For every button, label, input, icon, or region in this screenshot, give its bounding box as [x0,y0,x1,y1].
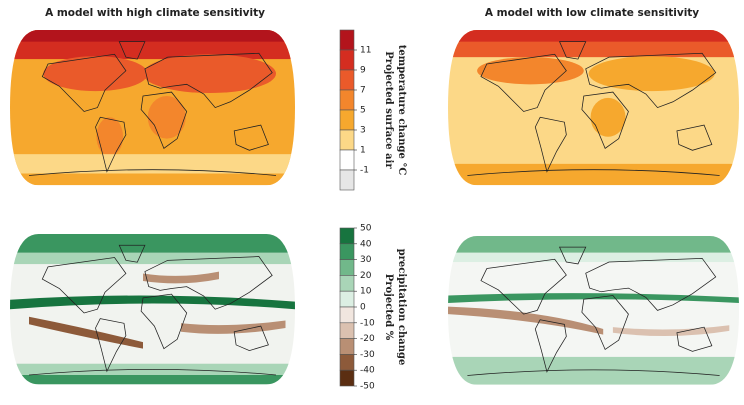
map [10,234,295,384]
tick-label: 5 [360,106,366,116]
legend-label: Projected surface air [383,51,394,169]
color-box [339,259,355,276]
colorbar: 50 40 30 20 10 0 -10 -20 -30 -40 -50 Projected % pre… [339,224,407,392]
tick-label: 9 [360,66,366,76]
tick-label: 10 [360,287,372,297]
map [10,30,295,185]
colorbar: 11 9 7 5 3 1 -1 Projected surface air temperatur… [339,29,407,191]
legend-label: Projected % [383,274,394,341]
tick-label: 7 [360,86,366,96]
color-box [339,227,355,245]
panel-title: A model with low climate sensitivity [485,7,699,19]
tick-label: 30 [360,255,372,265]
color-box [339,338,355,355]
map [448,30,739,185]
color-box [339,243,355,260]
legend-label: temperature change °C [396,45,407,176]
panel-title: A model with high climate sensitivity [45,7,265,19]
color-box [339,109,355,131]
color-box [339,49,355,71]
tick-label: -30 [360,350,375,360]
color-box [339,149,355,171]
color-box [339,290,355,308]
color-box [339,354,355,371]
tick-label: -50 [360,382,375,392]
tick-label: 3 [360,126,366,136]
tick-label: 11 [360,46,371,56]
tick-label: 50 [360,224,372,234]
tick-label: 0 [360,303,366,313]
tick-label: -10 [360,318,375,328]
color-box [339,369,355,387]
color-box [339,306,355,324]
tick-label: -40 [360,366,375,376]
color-box [339,322,355,339]
legend-label: precipitation change [396,249,407,366]
tick-label: 20 [360,271,372,281]
tick-label: -20 [360,334,375,344]
color-box [339,29,355,51]
color-box [339,275,355,292]
color-box [339,169,355,191]
color-box [339,89,355,111]
tick-label: 1 [360,146,366,156]
tick-label: -1 [360,166,369,176]
map [448,236,739,385]
color-box [339,129,355,151]
tick-label: 40 [360,239,372,249]
color-box [339,69,355,91]
